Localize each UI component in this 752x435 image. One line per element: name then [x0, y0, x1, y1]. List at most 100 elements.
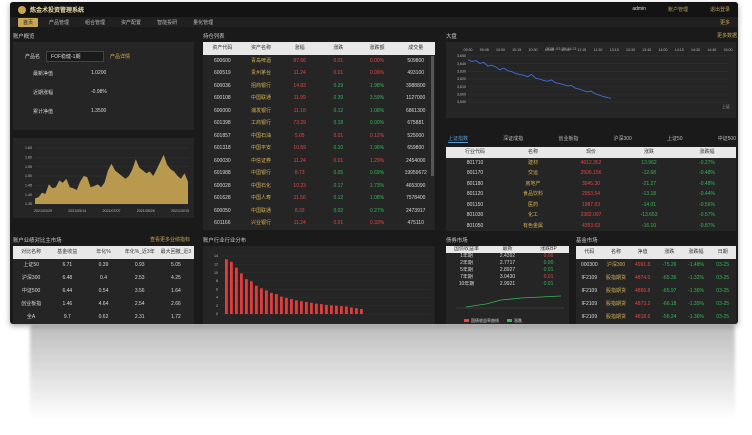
bar[interactable] — [285, 297, 288, 314]
bar-panel-title: 账户行业行业分布 — [203, 238, 247, 244]
table-row[interactable]: 沪深300 6.48 0.4 2.53 4.25 — [13, 272, 194, 285]
table-row[interactable]: 创业板指 1.46 4.64 2.54 2.66 — [13, 298, 194, 311]
bar[interactable] — [330, 305, 333, 314]
table-row[interactable]: 601857 中国石油 5.05 0.01 0.12% 525000 — [203, 130, 435, 143]
table-cell: 2.31 — [134, 314, 145, 320]
market-more-link[interactable]: 更多数据 — [717, 33, 738, 39]
holdings-scrollbar[interactable] — [431, 56, 434, 176]
subtab-hs300[interactable]: 沪深300 — [613, 136, 632, 142]
nav-tab-allocation[interactable]: 资产配置 — [121, 19, 142, 26]
bar[interactable] — [280, 296, 283, 314]
x-tick-label: 14:30 — [691, 48, 700, 52]
table-row[interactable]: 801050 有色金属 4353.63 -16.10 -0.87% — [446, 221, 736, 232]
table-row[interactable]: 全A 9.7 0.62 2.31 1.72 — [13, 311, 194, 324]
table-row[interactable]: IF2109 股指期货 4873.2 -66.18 -1.35% 03-25 — [576, 298, 736, 311]
table-row[interactable]: 801170 交运 2506.156 -12.68 -0.48% — [446, 168, 736, 179]
table-row[interactable]: IF2109 股指期货 4874.0 -65.36 -1.32% 03-25 — [576, 272, 736, 285]
table-row[interactable]: 601628 中国人寿 11.56 0.12 1.08% 7578400 — [203, 192, 435, 205]
nav-tab-home[interactable]: 首页 — [18, 17, 39, 27]
bar[interactable] — [345, 306, 348, 315]
column-header: 对比名称 — [21, 249, 42, 255]
bar[interactable] — [305, 302, 308, 314]
bar[interactable] — [255, 285, 258, 314]
table-row[interactable]: 600030 中信证券 11.24 0.01 1.29% 2454000 — [203, 155, 435, 168]
bar[interactable] — [350, 307, 353, 314]
main-nav: 首页 产品管理 组合管理 资产配置 智能投研 量化管理 更多 — [10, 17, 738, 27]
bar[interactable] — [275, 294, 278, 314]
table-cell: 4612.352 — [580, 159, 602, 166]
table-row[interactable]: 10年期 2.9921 0.01 — [446, 281, 569, 288]
bar[interactable] — [295, 300, 298, 314]
table-row[interactable]: 601318 中国平安 10.59 0.10 1.96% 659800 — [203, 142, 435, 155]
bar[interactable] — [335, 305, 338, 314]
table-row[interactable]: 601398 工商银行 73.29 0.18 0.00% 675881 — [203, 117, 435, 130]
table-row[interactable]: 600600 青岛啤酒 87.66 0.01 0.00% 509800 — [203, 55, 435, 68]
column-header: 涨跌幅 — [688, 249, 704, 255]
bar[interactable] — [290, 299, 293, 314]
bar[interactable] — [265, 290, 268, 314]
table-row[interactable]: 601988 中国银行 8.73 0.05 0.69% 19959672 — [203, 167, 435, 180]
table-row[interactable]: 7年期 3.0430 0.01 — [446, 274, 569, 281]
logout-link[interactable]: 退出登录 — [709, 7, 730, 13]
more-link[interactable]: 更多 — [719, 19, 730, 26]
bar[interactable] — [230, 261, 233, 314]
product-detail-link[interactable]: 产品详情 — [110, 54, 131, 60]
nav-tab-products[interactable]: 产品管理 — [49, 19, 70, 26]
bar[interactable] — [360, 309, 363, 314]
table-row[interactable]: IF2109 股指期货 4866.8 -65.97 -1.36% 03-25 — [576, 285, 736, 298]
bar[interactable] — [260, 288, 263, 314]
table-row[interactable]: IF2109 股指期货 4818.6 -56.24 -1.36% 03-25 — [576, 311, 736, 324]
table-row[interactable]: 1年期 2.4392 0.00 — [446, 253, 569, 260]
table-row[interactable]: 601166 兴业银行 11.24 0.01 0.33% 475110 — [203, 217, 435, 230]
bar[interactable] — [300, 301, 303, 314]
bar[interactable] — [310, 302, 313, 314]
bar[interactable] — [325, 304, 328, 314]
subtab-sz50[interactable]: 上证50 — [666, 136, 683, 142]
table-row[interactable]: 5年期 2.8927 0.01 — [446, 267, 569, 274]
table-row[interactable]: 801030 化工 2382.097 -13.653 -0.57% — [446, 210, 736, 221]
subtab-sh[interactable]: 上证指数 — [448, 136, 469, 143]
bar[interactable] — [340, 306, 343, 314]
subtab-cyb[interactable]: 创业板指 — [558, 136, 579, 142]
y-tick-label: 14 — [214, 254, 218, 258]
table-row[interactable]: 600519 贵州茅台 11.24 0.01 0.09% 493100 — [203, 67, 435, 80]
table-row[interactable]: 801150 医药 1987.03 -14.01 -0.56% — [446, 200, 736, 211]
bar[interactable] — [320, 304, 323, 314]
bar[interactable] — [355, 308, 358, 314]
table-cell: 3945.30 — [581, 180, 601, 187]
account-menu-link[interactable]: 账户管理 — [667, 7, 688, 13]
table-row[interactable]: 600036 招商银行 14.83 0.29 1.98% 3988800 — [203, 80, 435, 93]
table-row[interactable]: 2年期 2.7717 0.00 — [446, 260, 569, 267]
bar[interactable] — [250, 281, 253, 314]
table-row[interactable]: 600028 中国石化 10.23 0.17 1.73% 4653090 — [203, 180, 435, 193]
bar[interactable] — [315, 303, 318, 314]
table-row[interactable]: 600050 中国联通 8.33 0.02 0.27% 2473917 — [203, 205, 435, 218]
table-cell: 801030 — [466, 212, 484, 218]
table-row[interactable]: 中证500 6.44 0.54 3.56 1.64 — [13, 285, 194, 298]
nav-tab-quant[interactable]: 量化管理 — [193, 19, 214, 26]
bar[interactable] — [235, 267, 238, 314]
table-row[interactable]: 600000 浦发银行 11.18 0.12 1.08% 6861300 — [203, 105, 435, 118]
table-cell: 中国联通 — [251, 207, 272, 214]
table-row[interactable]: 801710 建材 4612.352 13.962 -0.27% — [446, 158, 736, 169]
nav-tab-research[interactable]: 智能投研 — [157, 19, 178, 26]
bar[interactable] — [245, 279, 248, 314]
nav-tab-portfolio[interactable]: 组合管理 — [85, 19, 106, 26]
table-row[interactable]: 上证50 6.71 0.39 0.93 5.05 — [13, 259, 194, 272]
perf-more-link[interactable]: 查看更多业绩指标 — [150, 237, 191, 243]
bar[interactable] — [225, 259, 228, 314]
perf-panel-title: 账户业绩对比主市场 — [13, 238, 62, 244]
product-select[interactable]: FOF稳健-1期 — [46, 51, 105, 62]
subtab-sz[interactable]: 深证成指 — [503, 136, 524, 142]
table-row[interactable]: 801120 食品饮料 2953.54 -13.18 -0.44% — [446, 189, 736, 200]
table-row[interactable]: 600108 中国联通 11.99 0.39 3.59% 1127000 — [203, 92, 435, 105]
table-row[interactable]: 801180 房地产 3945.30 -21.27 -0.48% — [446, 179, 736, 190]
table-row[interactable]: 000300 沪深300 4991.8 -75.26 -1.48% 03-25 — [576, 259, 736, 272]
column-header: 最大回撤_近3 — [160, 249, 192, 255]
bar[interactable] — [240, 273, 243, 314]
x-tick-label: 11:15 — [577, 48, 586, 52]
table-cell: 11.24 — [293, 220, 306, 226]
subtab-zz500[interactable]: 中证500 — [717, 136, 736, 142]
user-name[interactable]: admin — [632, 6, 646, 12]
bar[interactable] — [270, 292, 273, 314]
